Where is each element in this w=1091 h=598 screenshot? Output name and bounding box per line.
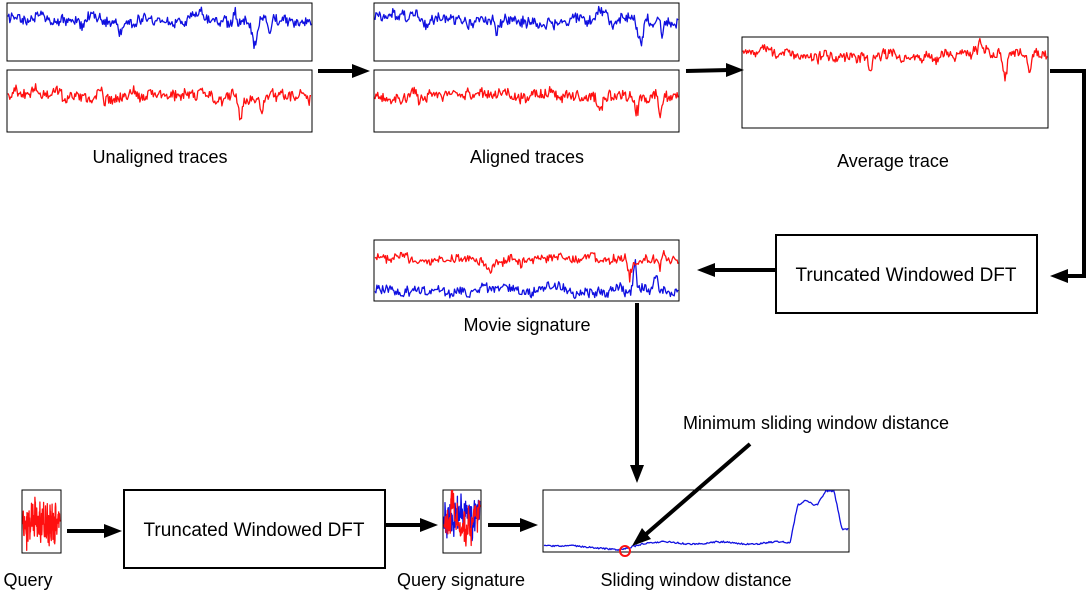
arrow-aligned-to-average <box>685 63 744 77</box>
sliding-distance-label: Sliding window distance <box>600 570 791 590</box>
dft-box-bottom <box>123 489 386 569</box>
unaligned-trace-a-panel <box>6 2 313 62</box>
query-signature-red-line <box>443 490 481 547</box>
aligned-trace-b <box>374 86 679 119</box>
query-signature-label: Query signature <box>397 570 525 590</box>
query-trace-line <box>22 496 61 552</box>
dft-top-label: Truncated Windowed DFT <box>795 265 1016 286</box>
movie-signature-blue-line <box>374 259 679 300</box>
arrow-dft-to-movie-signature <box>697 263 776 277</box>
aligned-traces-label: Aligned traces <box>470 147 584 167</box>
dft-bottom-label: Truncated Windowed DFT <box>143 520 364 541</box>
aligned-trace-a <box>374 5 679 47</box>
unaligned-traces-label: Unaligned traces <box>92 147 227 167</box>
movie-signature-label: Movie signature <box>463 315 590 335</box>
query-label: Query <box>3 570 52 590</box>
arrow-query-signature-to-distance <box>488 518 538 532</box>
movie-signature-red-line <box>374 249 679 283</box>
unaligned-trace-b-panel <box>6 69 313 133</box>
dft-box-top <box>775 234 1038 314</box>
average-trace-line <box>742 37 1048 82</box>
arrow-query-to-dft <box>67 524 122 538</box>
aligned-trace-a-panel <box>373 2 680 62</box>
unaligned-trace-a <box>7 6 312 50</box>
minimum-distance-label: Minimum sliding window distance <box>683 413 949 433</box>
arrow-unaligned-to-aligned <box>318 64 370 78</box>
unaligned-trace-b <box>7 83 312 121</box>
sliding-distance-line <box>543 490 849 552</box>
arrow-average-to-dft <box>1050 69 1086 283</box>
average-trace-label: Average trace <box>837 151 949 171</box>
arrow-signature-to-distance <box>630 303 644 483</box>
arrow-label-to-minimum <box>632 442 752 546</box>
arrow-dft-to-query-signature <box>385 518 438 532</box>
minimum-marker <box>619 545 631 557</box>
sliding-window-distance-panel <box>542 489 850 553</box>
